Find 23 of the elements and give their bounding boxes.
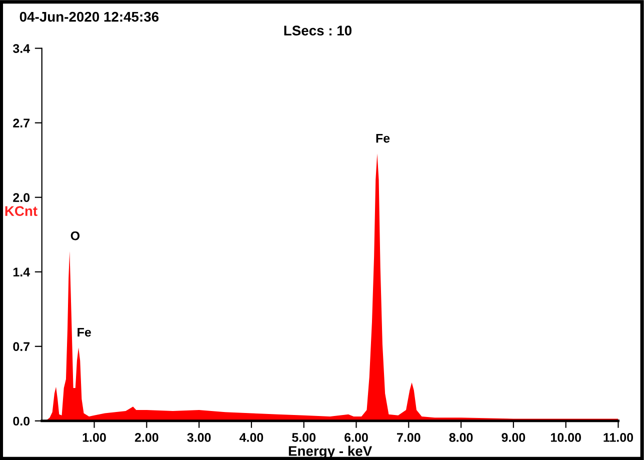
y-tick-label: 0.0	[13, 416, 30, 426]
annotation: O	[70, 231, 80, 240]
x-tick-label: 6.00	[344, 433, 368, 442]
x-tick-label: 5.00	[292, 433, 316, 442]
y-tick-label: 1.4	[13, 268, 30, 276]
x-tick-label: 7.00	[397, 433, 420, 442]
x-tick-label: 2.00	[134, 433, 158, 442]
y-tick-label: 2.0	[13, 193, 30, 202]
x-tick-label: 4.00	[239, 433, 264, 442]
x-tick-label: 11.00	[604, 433, 634, 442]
chart-title: 04-Jun-2020 12:45:36	[20, 12, 159, 22]
x-tick-label: 1.00	[82, 433, 106, 442]
y-tick-label: 0.7	[13, 342, 30, 352]
y-axis-title: KCnt	[5, 206, 38, 216]
x-tick-label: 8.00	[449, 433, 473, 442]
chart-subtitle: LSecs : 10	[284, 26, 352, 36]
x-tick-label: 9.00	[502, 433, 526, 442]
annotation: Fe	[376, 134, 390, 143]
y-tick-label: 3.4	[12, 44, 30, 53]
x-tick-label: 3.00	[187, 433, 211, 442]
y-tick-label: 2.7	[13, 118, 30, 128]
annotation: Fe	[78, 328, 91, 337]
x-tick-label: 10.00	[550, 433, 581, 442]
